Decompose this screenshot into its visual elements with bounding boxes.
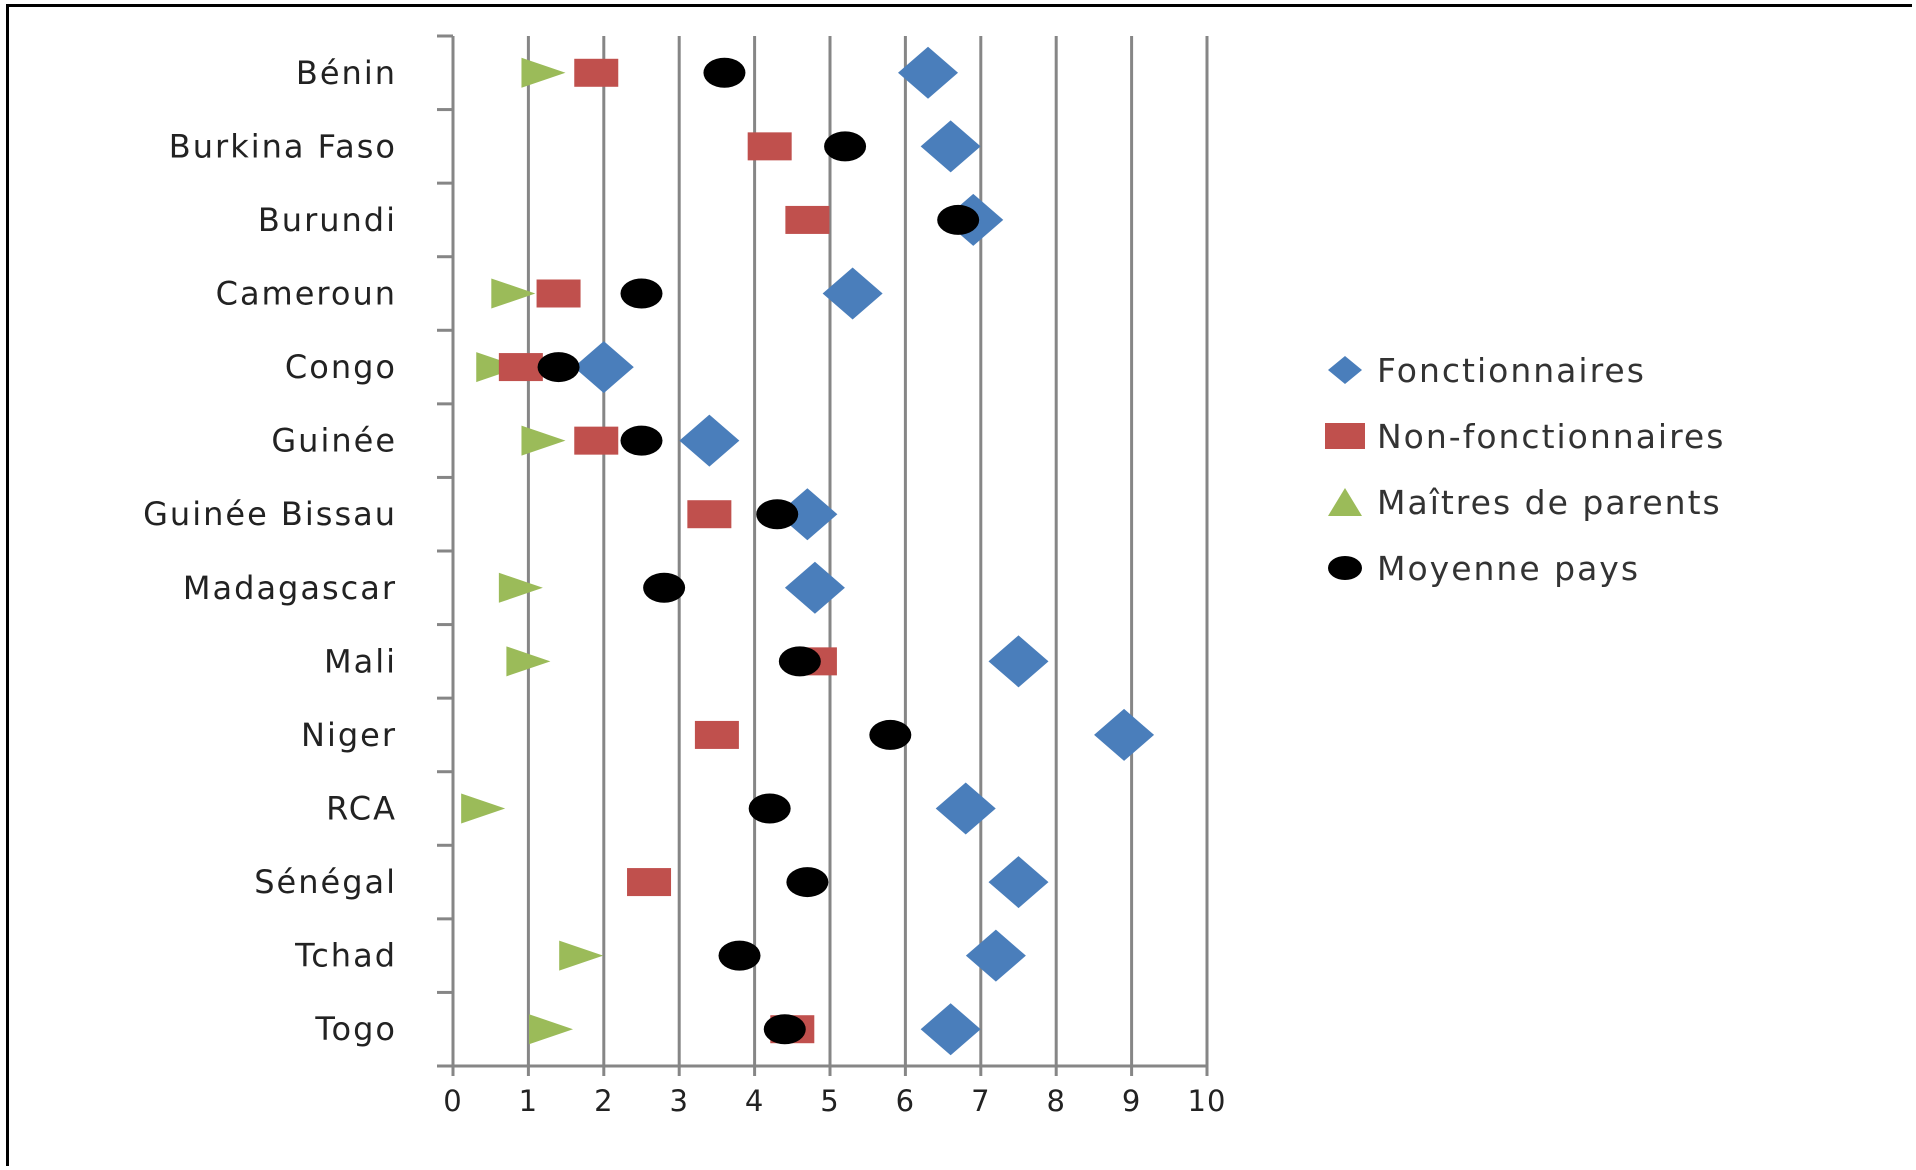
category-label: Guinée — [271, 422, 397, 460]
legend-label: Maîtres de parents — [1377, 483, 1722, 522]
data-marks — [461, 46, 1155, 1056]
triangle-point — [461, 793, 506, 824]
square-point — [785, 205, 830, 234]
diamond-point — [822, 267, 883, 320]
x-tick-label: 0 — [443, 1084, 462, 1118]
circle-point — [756, 499, 799, 530]
category-labels: Bénin Burkina Faso Burundi Cameroun Congo Gui… — [143, 54, 397, 1048]
x-tick-label: 5 — [820, 1084, 839, 1118]
category-label: Tchad — [294, 937, 397, 975]
circle-point — [824, 131, 867, 162]
legend-triangle-icon — [1328, 488, 1362, 516]
circle-point — [620, 425, 663, 456]
diamond-point — [920, 120, 981, 173]
triangle-point — [529, 1014, 574, 1045]
square-point — [574, 426, 619, 455]
category-label: Niger — [301, 716, 397, 754]
diamond-point — [935, 782, 996, 835]
triangle-point — [521, 425, 566, 456]
circle-point — [786, 867, 829, 898]
circle-point — [748, 793, 791, 824]
x-tick-label: 4 — [745, 1084, 764, 1118]
circle-point — [778, 646, 821, 677]
circle-point — [643, 572, 686, 603]
diamond-point — [920, 1003, 981, 1056]
triangle-point — [476, 352, 521, 383]
chart-frame — [6, 4, 1912, 1166]
circle-point — [937, 204, 980, 235]
diamond-point — [777, 488, 838, 541]
square-point — [747, 132, 792, 161]
circle-point — [869, 719, 912, 750]
legend-label: Moyenne pays — [1377, 549, 1640, 588]
x-tick-labels: 0 1 2 3 4 5 6 7 8 9 10 — [443, 1084, 1227, 1118]
legend-diamond-icon — [1328, 356, 1362, 384]
circle-point — [703, 57, 746, 88]
category-label: RCA — [326, 790, 397, 828]
legend-label: Fonctionnaires — [1377, 351, 1646, 390]
square-point — [536, 279, 581, 308]
legend-label: Non-fonctionnaires — [1377, 417, 1725, 456]
circle-point — [620, 278, 663, 309]
diamond-point — [965, 929, 1026, 982]
triangle-point — [491, 278, 536, 309]
legend: Fonctionnaires Non-fonctionnaires Maîtres … — [1325, 351, 1725, 588]
category-label: Madagascar — [183, 569, 397, 607]
square-point — [498, 353, 543, 382]
x-tick-label: 9 — [1122, 1084, 1141, 1118]
legend-square-icon — [1325, 423, 1365, 449]
circle-point — [718, 940, 761, 971]
x-tick-label: 8 — [1046, 1084, 1065, 1118]
x-tick-label: 10 — [1188, 1084, 1227, 1118]
category-label: Cameroun — [216, 275, 397, 313]
category-label: Guinée Bissau — [143, 495, 397, 533]
square-point — [627, 868, 672, 897]
diamond-point — [988, 856, 1049, 909]
triangle-point — [498, 572, 543, 603]
x-tick-label: 1 — [519, 1084, 538, 1118]
square-point — [687, 500, 732, 529]
x-tick-label: 2 — [594, 1084, 613, 1118]
gridlines — [526, 36, 1209, 1066]
triangle-point — [506, 646, 551, 677]
category-label: Togo — [314, 1010, 397, 1048]
diamond-point — [784, 561, 845, 614]
x-tick-label: 3 — [669, 1084, 688, 1118]
x-tick-label: 7 — [971, 1084, 990, 1118]
category-label: Sénégal — [254, 863, 397, 901]
legend-circle-icon — [1328, 556, 1362, 580]
x-tick-label: 6 — [896, 1084, 915, 1118]
circle-point — [537, 352, 580, 383]
category-label: Mali — [324, 642, 397, 680]
diamond-point — [1094, 708, 1155, 761]
diamond-point — [679, 414, 740, 467]
diamond-point — [988, 635, 1049, 688]
axes — [437, 34, 1209, 1076]
triangle-point — [521, 57, 566, 88]
triangle-point — [559, 940, 604, 971]
square-point — [574, 58, 619, 87]
category-label: Congo — [285, 348, 397, 386]
category-label: Burkina Faso — [169, 127, 397, 165]
circle-point — [763, 1014, 806, 1045]
square-point — [694, 720, 739, 749]
category-label: Burundi — [258, 201, 397, 239]
category-label: Bénin — [296, 54, 397, 92]
diamond-point — [898, 46, 959, 99]
diamond-point — [573, 341, 634, 394]
